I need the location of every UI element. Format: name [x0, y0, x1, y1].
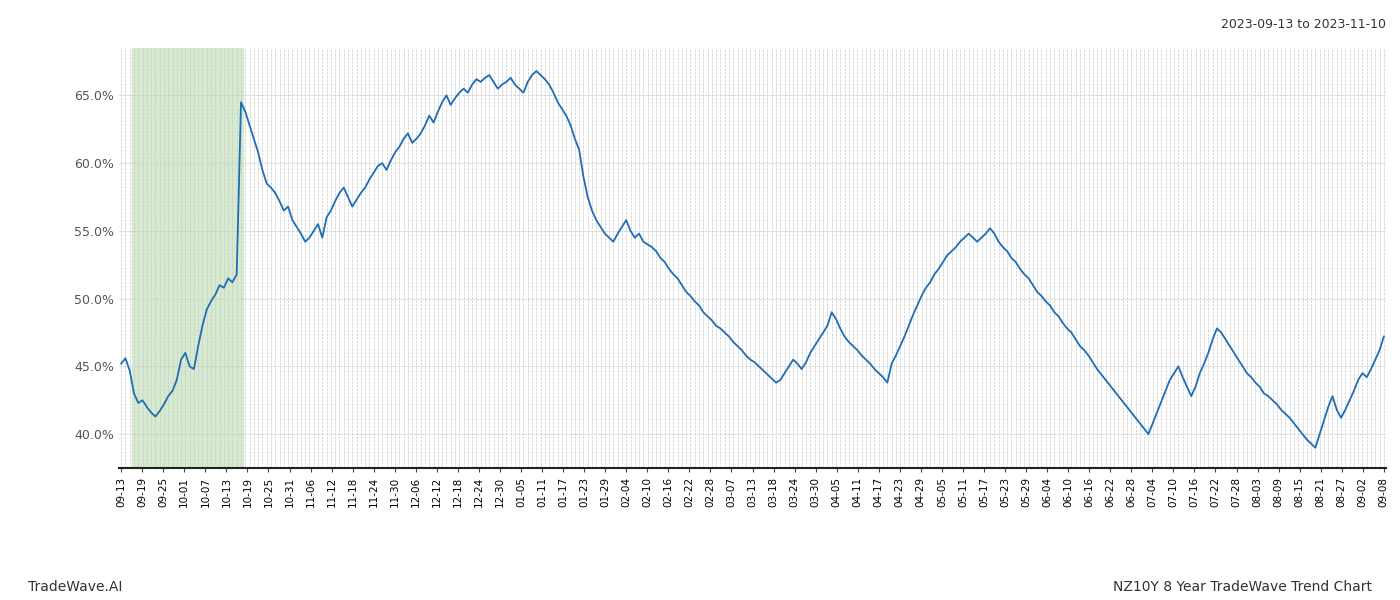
Text: 2023-09-13 to 2023-11-10: 2023-09-13 to 2023-11-10: [1221, 18, 1386, 31]
Text: NZ10Y 8 Year TradeWave Trend Chart: NZ10Y 8 Year TradeWave Trend Chart: [1113, 580, 1372, 594]
Bar: [132, 48, 244, 468]
Text: TradeWave.AI: TradeWave.AI: [28, 580, 122, 594]
